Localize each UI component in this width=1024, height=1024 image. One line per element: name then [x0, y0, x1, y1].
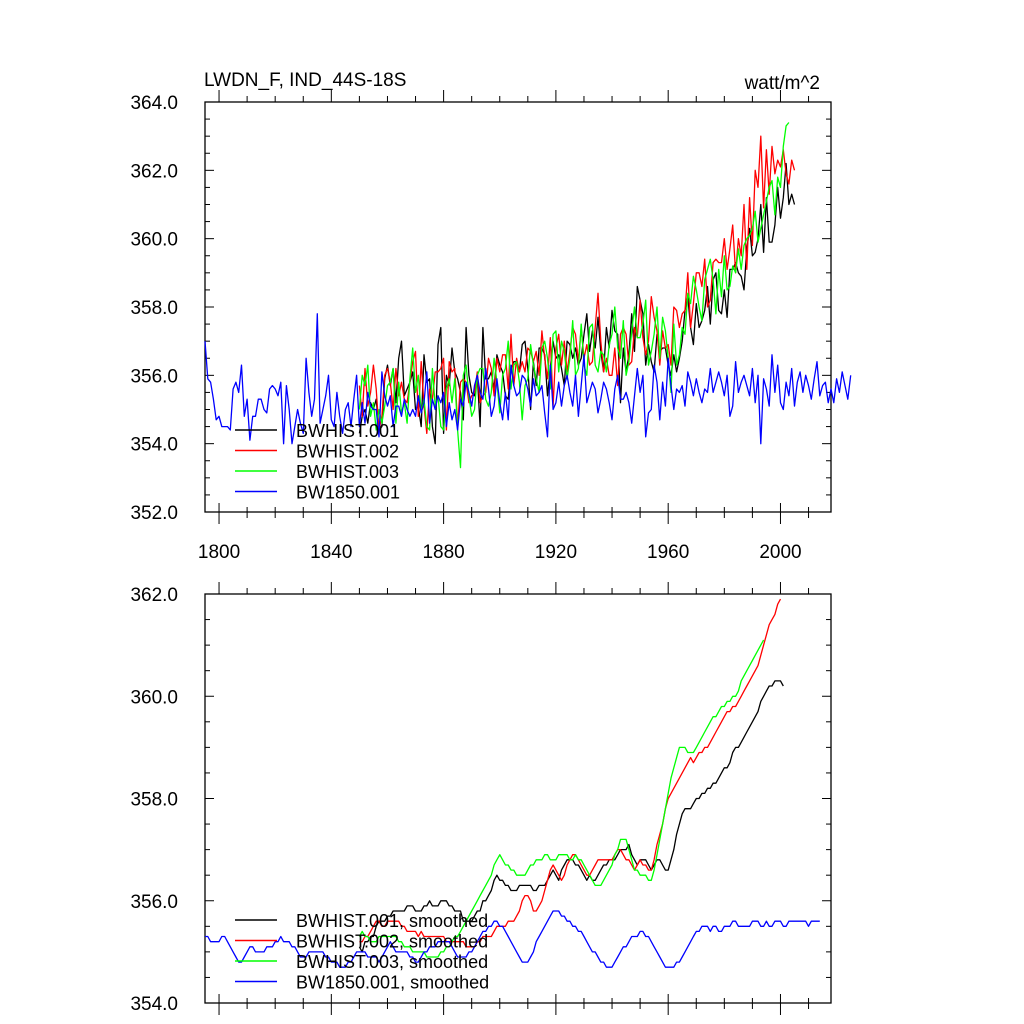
y-tick-label: 364.0 — [130, 93, 178, 114]
y-tick-label: 360.0 — [130, 230, 178, 251]
legend-label: BW1850.001, smoothed — [296, 973, 489, 993]
legend-label: BWHIST.001 — [296, 421, 399, 441]
y-tick-label: 354.0 — [130, 994, 178, 1015]
x-tick-label: 1920 — [535, 542, 577, 563]
top-panel: 352.0 354.0 356.0 358.0 360.0 362.0 364.0 1800 1… — [130, 90, 852, 563]
legend-label: BWHIST.002, smoothed — [296, 932, 488, 952]
x-tick-label: 1800 — [198, 542, 240, 563]
x-tick-label: 1880 — [422, 542, 464, 563]
y-tick-label: 358.0 — [130, 298, 178, 319]
series-line-4 — [205, 910, 820, 968]
series-line-3 — [358, 639, 765, 958]
series-line-1 — [358, 162, 796, 445]
x-tick-label: 1960 — [647, 542, 689, 563]
y-tick-label: 358.0 — [130, 790, 178, 811]
y-tick-label: 360.0 — [130, 687, 178, 708]
y-tick-label: 354.0 — [130, 435, 178, 456]
legend-label: BWHIST.003 — [296, 462, 399, 482]
y-tick-label: 352.0 — [130, 503, 178, 524]
legend-label: BWHIST.003, smoothed — [296, 952, 488, 972]
legend-label: BW1850.001 — [296, 483, 400, 503]
x-tick-label: 2000 — [759, 542, 801, 563]
legend-label: BWHIST.001, smoothed — [296, 911, 488, 931]
y-tick-label: 362.0 — [130, 161, 178, 182]
bottom-panel: 354.0 356.0 358.0 360.0 362.0 BWHIST.001, smo… — [130, 582, 832, 1015]
y-tick-label: 356.0 — [130, 892, 178, 913]
series-line-3 — [358, 122, 790, 469]
series-line-4 — [204, 313, 852, 445]
series-line-2 — [359, 598, 782, 948]
x-tick-label: 1840 — [310, 542, 352, 563]
legend-label: BWHIST.002 — [296, 442, 399, 462]
units-label: watt/m^2 — [744, 73, 820, 94]
plot-title: LWDN_F, IND_44S-18S — [204, 70, 406, 91]
y-tick-label: 362.0 — [130, 585, 178, 606]
y-tick-label: 356.0 — [130, 366, 178, 387]
series-line-2 — [358, 135, 796, 435]
